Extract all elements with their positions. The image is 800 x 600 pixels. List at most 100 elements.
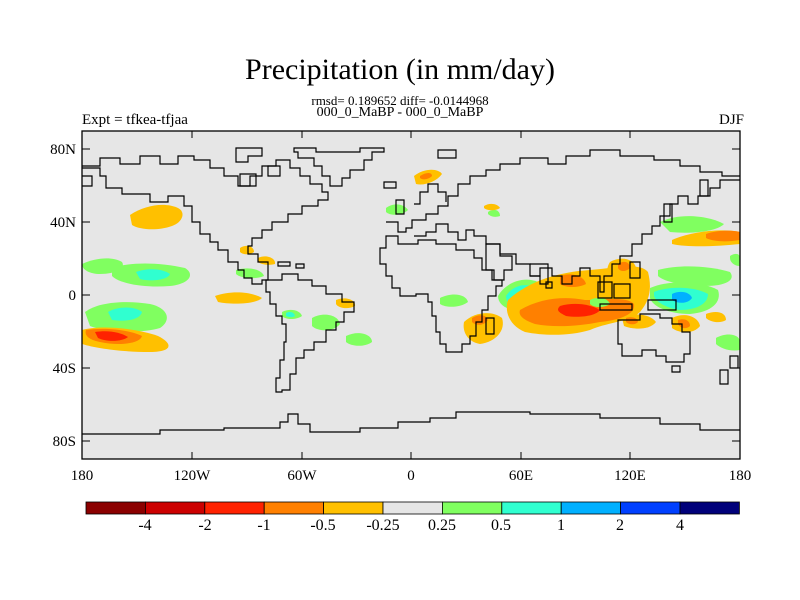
anomaly-red-io	[558, 303, 600, 317]
lat-label-40n: 40N	[50, 215, 76, 231]
coast-australia	[617, 313, 691, 363]
colorbar-label-1: -4	[138, 517, 152, 534]
colorbar-box-1	[85, 501, 146, 515]
colorbar-box-9	[560, 501, 622, 515]
lon-label-120e: 120E	[614, 468, 646, 484]
anomaly-orange-west-sam	[258, 256, 276, 265]
lon-labels: 180 120W 60W 0 60E 120E 180	[71, 468, 752, 484]
anomaly-cyan-spac	[108, 307, 142, 321]
colorbar-label-2: -2	[198, 517, 212, 534]
coast-eurasia	[386, 149, 740, 233]
coast-caribbean	[277, 261, 305, 269]
lon-label-120w: 120W	[174, 468, 212, 484]
anomaly-orange-med	[484, 203, 500, 211]
anomaly-blue-wpac	[672, 291, 692, 303]
anomaly-green-nwpac	[660, 216, 724, 233]
lat-labels: 80N 40N 0 40S 80S	[50, 142, 76, 450]
anomaly-green-eq-atlantic	[440, 294, 468, 307]
coast-kamchatka	[699, 179, 709, 197]
colorbar-box-5	[323, 501, 384, 515]
axis-ticks	[82, 131, 740, 459]
anomaly-darkorange-spcz	[678, 319, 690, 329]
lon-label-180w: 180	[71, 468, 94, 484]
coast-sri-lanka	[545, 281, 553, 289]
plot-subtitle-stats: rmsd= 0.189652 diff= -0.0144968	[311, 93, 489, 108]
colorbar-box-7	[441, 501, 503, 515]
colorbar-label-10: 4	[676, 517, 684, 534]
experiment-label: Expt = tfkea-tfjaa	[82, 112, 188, 128]
plot-subtitle-experiments: 000_0_MaBP - 000_0_MaBP	[316, 105, 484, 120]
anomaly-green-maritime	[590, 297, 610, 307]
anomaly-darkorange-scs	[618, 261, 630, 271]
coast-canada-islands	[235, 147, 281, 187]
lat-label-0: 0	[69, 288, 77, 304]
season-label: DJF	[718, 112, 744, 128]
anomaly-green-dateline	[730, 253, 740, 266]
anomaly-green-uk	[386, 204, 408, 215]
coast-maritime-1	[597, 281, 613, 299]
coast-antarctica	[82, 411, 740, 435]
lat-label-40s: 40S	[53, 361, 76, 377]
coast-philippines	[629, 261, 641, 279]
anomaly-green-spac-east	[716, 334, 740, 351]
colorbar-box-3	[204, 501, 265, 515]
coast-greenland	[293, 147, 385, 187]
anomaly-orange-brazil	[336, 298, 356, 309]
plot-title: Precipitation (in mm/day)	[245, 53, 555, 86]
colorbar-label-5: -0.25	[366, 517, 400, 534]
anomaly-green-wpac	[658, 266, 732, 286]
anomaly-green-epac	[236, 268, 264, 279]
lon-label-60e: 60E	[509, 468, 533, 484]
coast-africa	[379, 235, 503, 353]
coast-maritime-3	[599, 303, 633, 311]
anomaly-green-atlantic	[346, 333, 372, 346]
anomaly-green-brazil	[312, 314, 340, 331]
colorbar-box-6	[382, 501, 443, 515]
lon-label-0: 0	[407, 468, 415, 484]
colorbar-label-9: 2	[616, 517, 624, 534]
anomaly-darkorange-nwpac	[706, 230, 740, 242]
colorbar	[85, 501, 740, 515]
colorbar-label-8: 1	[557, 517, 565, 534]
anomaly-orange-nz	[706, 312, 726, 323]
coast-maritime-2	[613, 283, 631, 299]
lon-label-60w: 60W	[287, 468, 317, 484]
colorbar-box-10	[620, 501, 681, 515]
anomaly-orange-epac	[215, 292, 262, 304]
colorbar-label-7: 0.5	[491, 517, 511, 534]
coast-iceland	[383, 181, 397, 189]
coastlines	[82, 147, 740, 435]
anomaly-darkorange-norway	[420, 173, 432, 180]
coast-south-america	[265, 273, 355, 393]
coast-new-guinea	[647, 299, 677, 311]
coast-scandinavia	[414, 183, 447, 205]
coast-tasmania	[671, 365, 681, 373]
anomaly-red-spac	[95, 331, 128, 341]
anomaly-darkorange-australia-n	[626, 317, 638, 325]
coast-japan	[663, 203, 673, 223]
anomaly-cyan-itcz	[136, 269, 170, 281]
lon-label-180e: 180	[729, 468, 752, 484]
colorbar-box-11	[679, 501, 740, 515]
lat-label-80n: 80N	[50, 142, 76, 158]
coast-arabia	[485, 243, 513, 281]
coast-india	[530, 263, 549, 285]
coast-east-asia	[414, 179, 740, 293]
anomaly-green-med	[488, 209, 500, 217]
colorbar-label-4: -0.5	[310, 517, 336, 534]
anomaly-orange-natl	[240, 245, 254, 255]
coast-svalbard	[437, 149, 457, 159]
lat-label-80s: 80S	[53, 434, 76, 450]
colorbar-label-3: -1	[257, 517, 271, 534]
colorbar-box-2	[144, 501, 206, 515]
coast-british-isles	[395, 199, 405, 215]
anomaly-orange-npac	[130, 204, 183, 230]
anomaly-cyan-samerica	[286, 312, 295, 318]
coast-north-america	[82, 155, 329, 285]
colorbar-box-8	[501, 501, 562, 515]
colorbar-box-4	[263, 501, 325, 515]
coast-alaska-west	[82, 175, 93, 187]
coast-madagascar	[485, 317, 495, 335]
colorbar-label-6: 0.25	[428, 517, 456, 534]
